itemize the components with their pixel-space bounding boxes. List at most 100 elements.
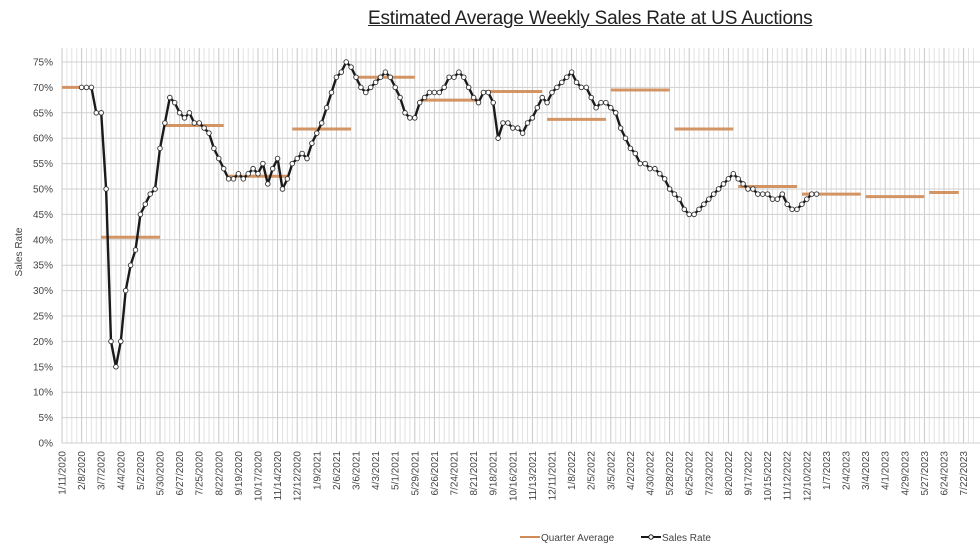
sales-rate-point bbox=[480, 89, 487, 96]
x-tick-label: 1/8/2022 bbox=[567, 451, 578, 490]
x-tick-label: 11/13/2021 bbox=[528, 451, 539, 501]
quarter-average-series bbox=[62, 75, 959, 239]
sales-rate-point bbox=[211, 145, 217, 152]
x-tick-label: 10/15/2022 bbox=[763, 451, 774, 501]
sales-rate-point bbox=[294, 155, 300, 162]
sales-rate-point bbox=[260, 160, 266, 167]
x-tick-label: 3/7/2020 bbox=[97, 451, 108, 490]
sales-rate-point bbox=[647, 165, 653, 172]
sales-rate-point bbox=[451, 74, 457, 80]
sales-rate-point bbox=[171, 99, 178, 106]
sales-rate-point bbox=[113, 364, 119, 370]
sales-rate-point bbox=[392, 84, 398, 91]
y-tick-label: 25% bbox=[33, 312, 53, 323]
sales-rate-point bbox=[578, 84, 585, 91]
sales-rate-point bbox=[470, 94, 477, 101]
sales-rate-point bbox=[804, 196, 810, 202]
sales-rate-point bbox=[377, 74, 384, 80]
sales-rate-point bbox=[289, 160, 296, 167]
sales-rate-point bbox=[397, 94, 403, 101]
sales-rate-point bbox=[206, 130, 212, 136]
sales-rate-point bbox=[524, 120, 531, 126]
sales-rate-point bbox=[505, 120, 511, 126]
sales-rate-point bbox=[710, 191, 717, 197]
sales-rate-point bbox=[730, 171, 737, 177]
sales-rate-point bbox=[431, 89, 438, 96]
sales-rate-point bbox=[745, 186, 751, 192]
sales-rate-point bbox=[367, 84, 374, 91]
sales-rate-point bbox=[735, 176, 741, 182]
sales-rate-point bbox=[186, 110, 193, 116]
x-tick-label: 3/6/2021 bbox=[352, 451, 363, 490]
sales-rate-point bbox=[720, 181, 727, 187]
sales-rate-point bbox=[789, 206, 795, 213]
sales-rate-point bbox=[465, 84, 472, 91]
sales-rate-point bbox=[318, 120, 325, 126]
sales-rate-point bbox=[642, 160, 648, 167]
sales-rate-point bbox=[799, 201, 805, 207]
sales-rate-point bbox=[196, 120, 202, 126]
x-tick-label: 5/29/2021 bbox=[410, 451, 421, 496]
sales-rate-point bbox=[490, 99, 496, 106]
sales-rate-point bbox=[191, 120, 198, 126]
x-tick-label: 9/18/2021 bbox=[489, 451, 500, 496]
sales-rate-point bbox=[441, 84, 447, 91]
sales-rate-point bbox=[500, 120, 506, 126]
sales-rate-point bbox=[755, 191, 761, 197]
sales-rate-point bbox=[627, 145, 634, 152]
x-tick-label: 4/2/2022 bbox=[626, 451, 637, 490]
x-tick-label: 6/27/2020 bbox=[175, 451, 186, 496]
x-tick-label: 6/26/2021 bbox=[430, 451, 441, 496]
sales-rate-point bbox=[554, 84, 560, 91]
y-tick-label: 15% bbox=[33, 362, 53, 373]
sales-rate-point bbox=[764, 191, 771, 197]
x-tick-label: 9/19/2020 bbox=[234, 451, 245, 496]
x-tick-label: 6/24/2023 bbox=[940, 451, 951, 496]
sales-rate-point bbox=[534, 104, 541, 111]
y-tick-label: 60% bbox=[33, 134, 53, 145]
x-tick-label: 4/3/2021 bbox=[371, 451, 382, 490]
x-tick-label: 2/4/2023 bbox=[842, 451, 853, 490]
sales-rate-point bbox=[456, 69, 462, 75]
sales-rate-point bbox=[309, 140, 315, 147]
legend-label-sales-rate: Sales Rate bbox=[662, 533, 711, 544]
sales-rate-point bbox=[559, 79, 565, 86]
sales-rate-point bbox=[274, 155, 281, 162]
x-tick-label: 9/17/2022 bbox=[744, 451, 755, 496]
x-tick-label: 5/27/2023 bbox=[920, 451, 931, 496]
x-tick-label: 4/4/2020 bbox=[116, 451, 127, 490]
sales-rate-point bbox=[603, 99, 609, 106]
y-tick-label: 55% bbox=[33, 159, 53, 170]
sales-rate-point bbox=[255, 171, 261, 177]
legend: Quarter Average Sales Rate bbox=[520, 533, 711, 544]
sales-rate-point bbox=[118, 338, 124, 345]
sales-rate-point bbox=[617, 125, 624, 131]
y-tick-label: 65% bbox=[33, 108, 53, 119]
x-tick-label: 1/9/2021 bbox=[312, 451, 323, 490]
sales-rate-point bbox=[549, 89, 555, 96]
sales-rate-point bbox=[240, 176, 247, 182]
x-tick-label: 2/5/2022 bbox=[587, 451, 598, 490]
sales-rate-point bbox=[485, 89, 492, 96]
x-tick-label: 3/5/2022 bbox=[606, 451, 617, 490]
x-tick-label: 12/11/2021 bbox=[548, 451, 559, 501]
sales-rate-point bbox=[568, 69, 575, 75]
x-tick-label: 3/4/2023 bbox=[861, 451, 872, 490]
y-tick-label: 40% bbox=[33, 235, 53, 246]
sales-rate-point bbox=[176, 110, 183, 116]
sales-rate-point bbox=[632, 150, 639, 157]
sales-rate-point bbox=[813, 191, 820, 197]
sales-rate-point bbox=[127, 262, 134, 268]
sales-rate-point bbox=[573, 79, 580, 86]
sales-rate-point bbox=[245, 171, 251, 177]
sales-rate-point bbox=[519, 130, 526, 136]
sales-rate-point bbox=[510, 125, 516, 131]
sales-rate-point bbox=[686, 211, 692, 218]
sales-rate-point bbox=[328, 89, 335, 96]
y-tick-label: 75% bbox=[33, 58, 53, 69]
sales-rate-point bbox=[382, 69, 389, 75]
sales-rate-point bbox=[304, 155, 310, 162]
legend-swatch-sales-rate-marker bbox=[648, 534, 654, 540]
sales-rate-point bbox=[715, 186, 722, 192]
x-tick-label: 7/22/2023 bbox=[959, 451, 970, 496]
